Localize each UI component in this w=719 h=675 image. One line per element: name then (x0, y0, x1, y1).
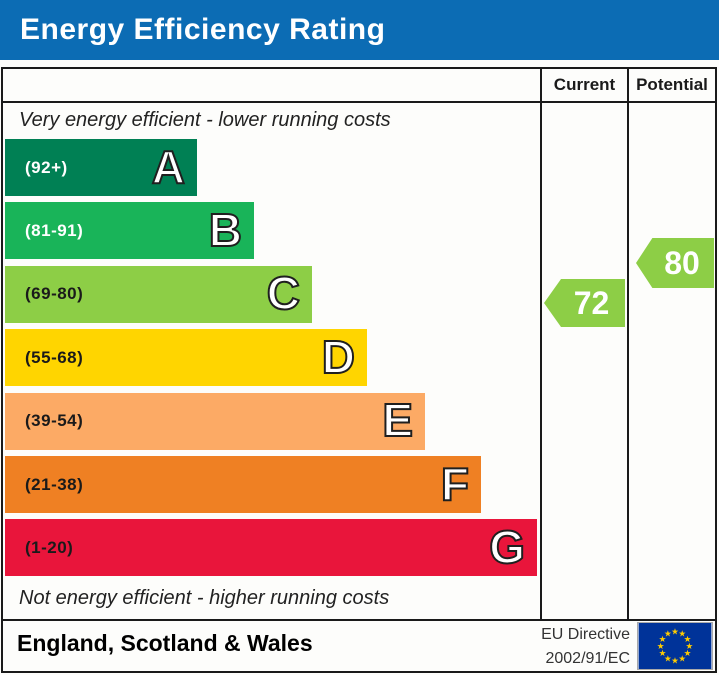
band-g-letter: G (488, 520, 526, 573)
current-column-divider (540, 69, 542, 621)
potential-rating-value: 80 (664, 245, 700, 281)
title-bar: Energy Efficiency Rating (0, 0, 719, 60)
band-a-range-label: (92+) (25, 157, 68, 177)
svg-text:★: ★ (684, 648, 692, 658)
eu-flag-icon: ★ ★★★★★★★★★★★ (637, 622, 713, 670)
current-column-header: Current (553, 75, 616, 94)
band-b-letter: B (208, 203, 243, 256)
eu-directive-line2: 2002/91/EC (545, 650, 630, 667)
potential-column-header: Potential (636, 75, 708, 94)
current-rating-arrow: 72 (544, 279, 625, 327)
band-d-range-label: (55-68) (25, 347, 84, 367)
svg-text:★: ★ (671, 627, 679, 637)
band-c-range-label: (69-80) (25, 284, 84, 304)
band-f-range-label: (21-38) (25, 474, 84, 494)
header-divider (3, 101, 715, 103)
band-f-letter: F (440, 457, 470, 510)
svg-text:★: ★ (686, 641, 694, 651)
svg-text:★: ★ (659, 634, 667, 644)
band-row-g: (1-20) G (5, 519, 537, 577)
band-row-d: (55-68) D (5, 329, 367, 387)
bottom-note: Not energy efficient - higher running co… (19, 587, 390, 609)
band-e-letter: E (381, 394, 414, 447)
current-rating-value: 72 (573, 285, 610, 321)
potential-rating-arrow: 80 (636, 238, 714, 288)
band-e-range-label: (39-54) (25, 411, 84, 431)
band-row-f: (21-38) F (5, 456, 481, 513)
region-label: England, Scotland & Wales (17, 630, 313, 656)
band-g-range-label: (1-20) (25, 537, 74, 557)
footer-divider (3, 619, 715, 621)
band-b-range-label: (81-91) (25, 220, 84, 240)
svg-text:★: ★ (684, 634, 692, 644)
svg-text:★: ★ (659, 648, 667, 658)
top-note: Very energy efficient - lower running co… (19, 109, 391, 131)
page-title: Energy Efficiency Rating (20, 13, 386, 46)
svg-text:★: ★ (678, 629, 686, 639)
svg-text:★: ★ (678, 653, 686, 663)
svg-text:★: ★ (671, 655, 679, 665)
band-row-c: (69-80) C (5, 265, 312, 323)
rating-table: Current Potential Very energy efficient … (1, 67, 717, 673)
svg-text:★: ★ (664, 653, 672, 663)
svg-text:★: ★ (664, 629, 672, 639)
eu-directive-label: EU Directive 2002/91/EC (541, 623, 630, 671)
band-d-letter: D (321, 330, 356, 383)
band-row-a: (92+) A (5, 139, 197, 196)
band-row-e: (39-54) E (5, 392, 425, 450)
potential-column-divider (627, 69, 629, 621)
band-c-letter: C (266, 267, 301, 320)
eu-directive-line1: EU Directive (541, 626, 630, 643)
band-row-b: (81-91) B (5, 202, 254, 260)
band-a-letter: A (151, 140, 186, 193)
svg-text:★: ★ (657, 641, 665, 651)
